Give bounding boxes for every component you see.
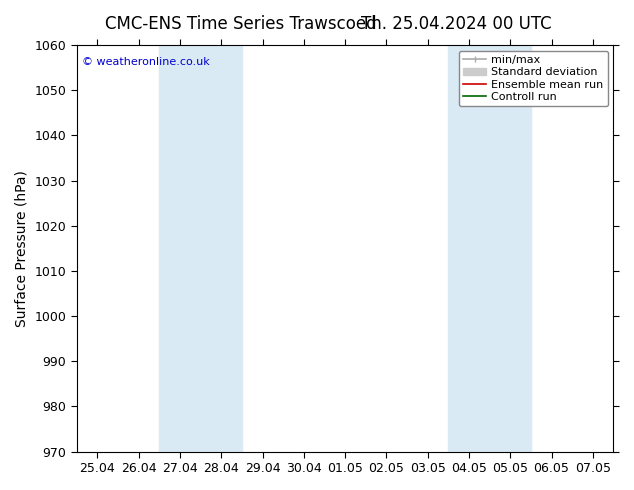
Legend: min/max, Standard deviation, Ensemble mean run, Controll run: min/max, Standard deviation, Ensemble me… [459, 50, 608, 106]
Bar [159, 45, 242, 452]
Text: © weatheronline.co.uk: © weatheronline.co.uk [82, 57, 210, 67]
Text: CMC-ENS Time Series Trawscoed: CMC-ENS Time Series Trawscoed [105, 15, 377, 33]
Text: Th. 25.04.2024 00 UTC: Th. 25.04.2024 00 UTC [361, 15, 552, 33]
Bar [448, 45, 531, 452]
Y-axis label: Surface Pressure (hPa): Surface Pressure (hPa) [15, 170, 29, 327]
